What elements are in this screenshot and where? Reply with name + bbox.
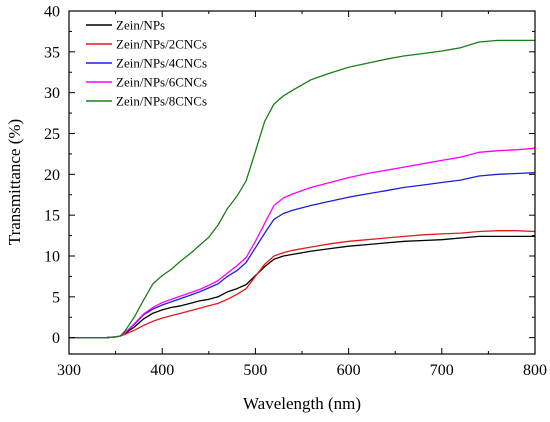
y-tick-label: 5 <box>52 289 60 306</box>
y-tick-label: 20 <box>44 167 60 184</box>
series-layer <box>69 39 536 339</box>
y-tick-label: 35 <box>44 44 60 61</box>
x-tick-label: 300 <box>57 362 81 379</box>
y-tick-label: 10 <box>44 249 60 266</box>
legend: Zein/NPs Zein/NPs/2CNCs Zein/NPs/4CNCs Zein… <box>86 18 207 109</box>
series-line-3 <box>69 172 536 339</box>
y-tick-label: 30 <box>44 85 60 102</box>
x-tick-label: 600 <box>337 362 361 379</box>
y-axis-title: Transmittance (%) <box>5 119 24 245</box>
legend-label: Zein/NPs/6CNCs <box>116 75 207 90</box>
series-line-4 <box>69 147 536 339</box>
x-axis-title: Wavelength (nm) <box>243 394 361 413</box>
legend-label: Zein/NPs/4CNCs <box>116 56 207 71</box>
series-line-2 <box>69 230 536 339</box>
series-line-5 <box>69 39 535 339</box>
axis-layer: 300 400 500 600 700 800 0 5 10 15 20 25 30 35 40 <box>44 4 547 380</box>
legend-label: Zein/NPs/2CNCs <box>116 37 207 52</box>
y-tick-label: 15 <box>44 208 60 225</box>
x-tick-label: 400 <box>150 362 174 379</box>
legend-label: Zein/NPs <box>116 18 165 33</box>
x-tick-label: 500 <box>243 362 267 379</box>
y-tick-label: 40 <box>44 4 60 21</box>
x-tick-label: 800 <box>523 362 547 379</box>
x-tick-label: 700 <box>430 362 454 379</box>
legend-label: Zein/NPs/8CNCs <box>116 94 207 109</box>
series-line-1 <box>69 235 535 339</box>
y-tick-label: 0 <box>52 330 60 347</box>
y-tick-label: 25 <box>44 126 60 143</box>
